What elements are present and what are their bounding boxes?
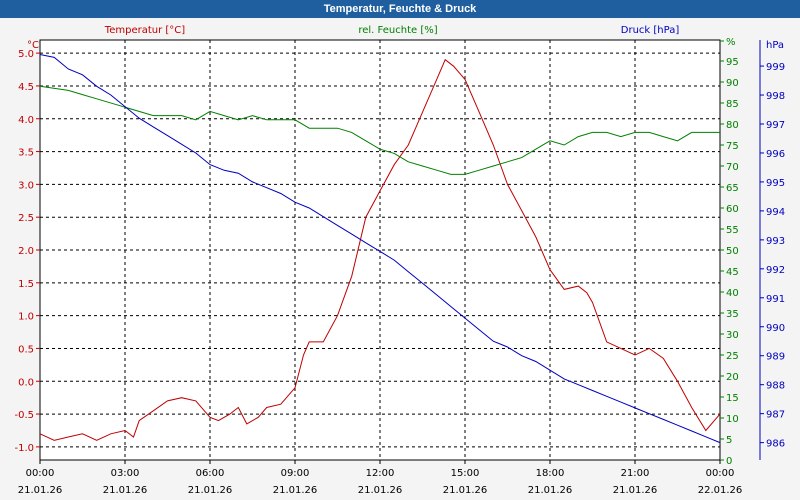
- temperature-tick-label: 4.5: [18, 82, 34, 93]
- pressure-tick-label: 993: [766, 236, 785, 247]
- temperature-tick-label: 4.0: [18, 115, 34, 126]
- time-tick-label: 03:00: [111, 468, 140, 479]
- pressure-tick-label: 989: [766, 352, 785, 363]
- pressure-tick-label: 990: [766, 323, 785, 334]
- temperature-axis: -1.0 -0.5 0.0 0.5 1.0 1.5 2.0 2.5 3.0 3.5 4.0 4.5 5.…: [14, 49, 40, 454]
- time-tick-label: 09:00: [281, 468, 310, 479]
- humidity-tick-label: 10: [726, 414, 739, 425]
- humidity-tick-label: 80: [726, 120, 739, 131]
- time-tick-label: 21:00: [621, 468, 650, 479]
- pressure-unit: hPa: [766, 40, 784, 51]
- temperature-tick-label: 2.0: [18, 246, 34, 257]
- chart: -1.0 -0.5 0.0 0.5 1.0 1.5 2.0 2.5 3.0 3.5 4.0 4.5 5.…: [14, 25, 785, 496]
- humidity-tick-label: 90: [726, 78, 739, 89]
- series-group: [39, 54, 721, 444]
- humidity-tick-label: 70: [726, 162, 739, 173]
- temperature-tick-label: 5.0: [18, 49, 34, 60]
- humidity-tick-label: 50: [726, 246, 739, 257]
- temperature-tick-label: 1.0: [18, 312, 34, 323]
- time-tick-label: 15:00: [451, 468, 480, 479]
- temperature-unit: °C: [27, 40, 39, 51]
- humidity-tick-label: 85: [726, 99, 739, 110]
- date-tick-label: 21.01.26: [103, 485, 148, 496]
- pressure-tick-label: 988: [766, 381, 785, 392]
- date-tick-label: 21.01.26: [273, 485, 318, 496]
- pressure-tick-label: 996: [766, 149, 785, 160]
- pressure-tick-label: 987: [766, 410, 785, 421]
- pressure-axis: 986 987 988 989 990 991 992 993 994 995 996 997 998 9…: [759, 40, 785, 460]
- pressure-tick-label: 997: [766, 120, 785, 131]
- temperature-tick-label: 0.0: [18, 377, 34, 388]
- humidity-tick-label: 75: [726, 141, 739, 152]
- time-tick-label: 18:00: [536, 468, 565, 479]
- pressure-tick-label: 994: [766, 207, 785, 218]
- humidity-tick-label: 20: [726, 372, 739, 383]
- temperature-tick-label: -1.0: [14, 443, 34, 454]
- date-tick-label: 21.01.26: [188, 485, 233, 496]
- date-tick-label: 21.01.26: [18, 485, 63, 496]
- window-title: Temperatur, Feuchte & Druck: [0, 0, 800, 18]
- humidity-tick-label: 65: [726, 183, 739, 194]
- pressure-tick-label: 995: [766, 178, 785, 189]
- humidity-tick-label: 40: [726, 288, 739, 299]
- humidity-tick-label: %: [726, 37, 736, 48]
- temperature-axis-title: Temperatur [°C]: [104, 25, 185, 36]
- humidity-tick-label: 30: [726, 330, 739, 341]
- grid: [40, 40, 720, 460]
- date-tick-label: 22.01.26: [698, 485, 743, 496]
- temperature-tick-label: 2.5: [18, 213, 34, 224]
- temperature-tick-label: 1.5: [18, 279, 34, 290]
- temperature-tick-label: -0.5: [14, 410, 34, 421]
- temperature-line: [39, 58, 721, 441]
- time-tick-label: 06:00: [196, 468, 225, 479]
- humidity-axis: 0 5 10 15 20 25 30 35 40 45 50 55 60 65 70 75 80 85 90 95%: [720, 37, 739, 467]
- humidity-axis-title: rel. Feuchte [%]: [358, 25, 437, 36]
- temperature-tick-label: 0.5: [18, 344, 34, 355]
- humidity-tick-label: 5: [726, 435, 732, 446]
- humidity-line: [39, 85, 720, 175]
- humidity-tick-label: 95: [726, 57, 739, 68]
- pressure-tick-label: 999: [766, 62, 785, 73]
- pressure-tick-label: 992: [766, 265, 785, 276]
- humidity-tick-label: 60: [726, 204, 739, 215]
- pressure-tick-label: 986: [766, 439, 785, 450]
- humidity-tick-label: 25: [726, 351, 739, 362]
- pressure-tick-label: 991: [766, 294, 785, 305]
- date-tick-label: 21.01.26: [443, 485, 488, 496]
- humidity-tick-label: 0: [726, 456, 732, 467]
- date-tick-label: 21.01.26: [358, 485, 403, 496]
- date-tick-label: 21.01.26: [613, 485, 658, 496]
- pressure-axis-title: Druck [hPa]: [621, 25, 680, 36]
- time-tick-label: 00:00: [26, 468, 55, 479]
- pressure-tick-label: 998: [766, 91, 785, 102]
- humidity-tick-label: 15: [726, 393, 739, 404]
- humidity-tick-label: 55: [726, 225, 739, 236]
- date-tick-label: 21.01.26: [528, 485, 573, 496]
- pressure-line: [39, 54, 721, 444]
- temperature-tick-label: 3.5: [18, 148, 34, 159]
- temperature-tick-label: 3.0: [18, 180, 34, 191]
- humidity-tick-label: 35: [726, 309, 739, 320]
- time-axis: 00:00 21.01.26 03:00 21.01.26 06:00 21.01.26 0…: [18, 460, 743, 496]
- humidity-tick-label: 45: [726, 267, 739, 278]
- time-tick-label: 12:00: [366, 468, 395, 479]
- time-tick-label: 00:00: [706, 468, 735, 479]
